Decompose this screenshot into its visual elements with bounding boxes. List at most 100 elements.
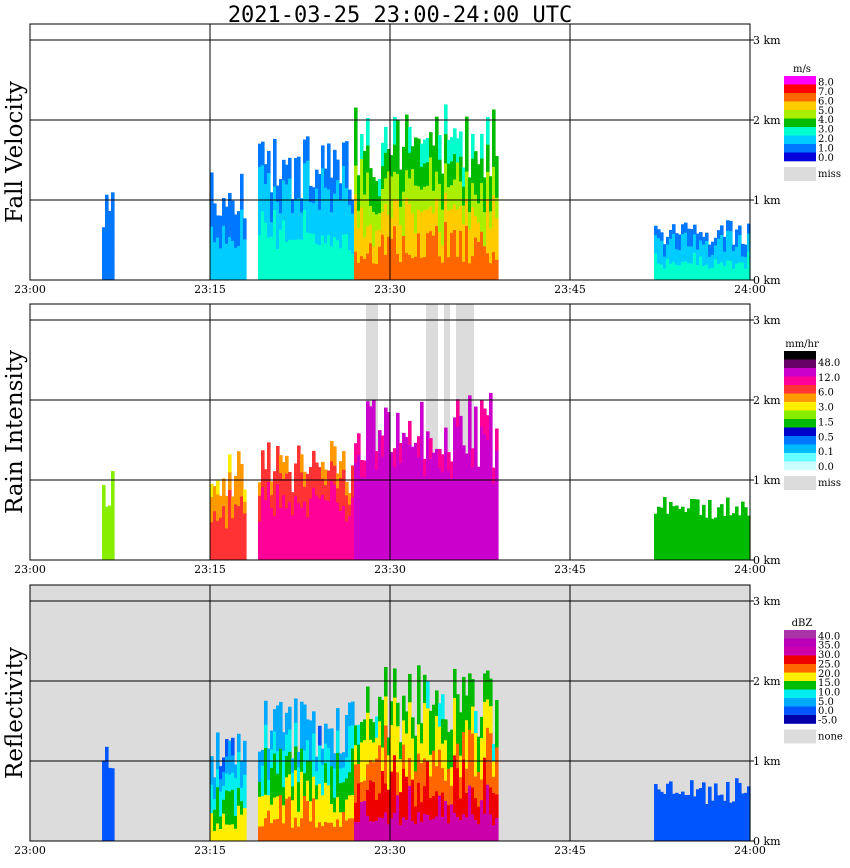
- echo-cell: [441, 767, 445, 793]
- echo-cell: [282, 494, 286, 512]
- echo-cell: [654, 802, 658, 813]
- echo-cell: [396, 725, 400, 750]
- echo-cell: [402, 432, 406, 455]
- legend-label: 1.0: [818, 144, 834, 155]
- echo-cell: [270, 822, 274, 842]
- echo-cell: [711, 254, 715, 262]
- echo-cell: [216, 804, 220, 824]
- echo-cell: [489, 176, 493, 195]
- echo-cell: [366, 738, 370, 765]
- echo-cell: [225, 206, 229, 220]
- echo-cell: [288, 706, 292, 730]
- echo-cell: [699, 240, 703, 249]
- echo-cell: [420, 533, 424, 561]
- echo-cell: [327, 822, 331, 842]
- echo-cell: [393, 485, 397, 505]
- echo-cell: [417, 477, 421, 499]
- echo-cell: [345, 164, 349, 188]
- echo-cell: [420, 480, 424, 508]
- echo-cell: [699, 814, 703, 824]
- echo-cell: [402, 744, 406, 769]
- echo-cell: [486, 463, 490, 489]
- echo-cell: [222, 266, 226, 281]
- echo-cell: [447, 233, 451, 258]
- echo-cell: [279, 490, 283, 509]
- echo-cell: [447, 804, 451, 824]
- echo-cell: [471, 448, 475, 468]
- echo-cell: [297, 259, 301, 281]
- echo-cell: [438, 703, 442, 727]
- echo-cell: [345, 819, 349, 842]
- echo-cell: [261, 256, 265, 281]
- echo-cell: [273, 753, 277, 776]
- echo-cell: [210, 226, 214, 245]
- echo-cell: [300, 507, 304, 526]
- echo-cell: [660, 533, 664, 544]
- echo-cell: [348, 725, 352, 750]
- echo-cell: [222, 478, 226, 493]
- legend-missing-label: none: [818, 732, 843, 743]
- echo-cell: [273, 486, 277, 502]
- echo-cell: [483, 785, 487, 814]
- echo-cell: [432, 524, 436, 543]
- echo-cell: [318, 262, 322, 281]
- echo-cell: [336, 199, 340, 221]
- echo-cell: [363, 526, 367, 544]
- echo-cell: [240, 463, 244, 481]
- echo-cell: [417, 539, 421, 561]
- echo-cell: [681, 270, 685, 281]
- echo-cell: [345, 735, 349, 758]
- echo-cell: [708, 509, 712, 521]
- echo-cell: [732, 536, 736, 545]
- echo-cell: [225, 495, 229, 508]
- echo-cell: [375, 778, 379, 801]
- echo-cell: [216, 215, 220, 227]
- echo-cell: [423, 543, 427, 561]
- echo-cell: [468, 477, 472, 506]
- echo-cell: [429, 499, 433, 520]
- echo-cell: [354, 462, 358, 483]
- echo-cell: [744, 533, 748, 543]
- echo-cell: [363, 172, 367, 195]
- echo-cell: [660, 808, 664, 817]
- echo-cell: [471, 255, 475, 281]
- echo-cell: [393, 252, 397, 281]
- echo-cell: [675, 514, 679, 525]
- echo-cell: [264, 514, 268, 531]
- echo-cell: [276, 750, 280, 774]
- echo-cell: [699, 788, 703, 798]
- echo-cell: [216, 533, 220, 548]
- echo-cell: [381, 699, 385, 724]
- echo-cell: [306, 136, 310, 161]
- echo-cell: [672, 242, 676, 253]
- echo-cell: [735, 820, 739, 832]
- echo-cell: [726, 240, 730, 251]
- echo-cell: [465, 116, 469, 145]
- echo-cell: [219, 538, 223, 550]
- echo-cell: [324, 205, 328, 225]
- echo-cell: [396, 146, 400, 174]
- echo-cell: [285, 260, 289, 281]
- legend-label: 8.0: [818, 77, 834, 88]
- echo-cell: [480, 399, 484, 427]
- echo-cell: [423, 785, 427, 814]
- echo-cell: [468, 194, 472, 213]
- echo-cell: [270, 206, 274, 223]
- echo-cell: [723, 244, 727, 252]
- echo-cell: [687, 825, 691, 834]
- echo-cell: [477, 528, 481, 545]
- echo-cell: [711, 525, 715, 533]
- echo-cell: [723, 265, 727, 274]
- echo-cell: [108, 268, 112, 281]
- echo-cell: [366, 454, 370, 482]
- echo-cell: [357, 475, 361, 498]
- echo-cell: [717, 255, 721, 264]
- echo-cell: [708, 549, 712, 561]
- echo-cell: [348, 817, 352, 842]
- echo-cell: [729, 240, 733, 251]
- echo-cell: [723, 807, 727, 815]
- echo-cell: [738, 530, 742, 539]
- echo-cell: [714, 793, 718, 804]
- echo-cell: [708, 256, 712, 263]
- echo-cell: [111, 236, 115, 252]
